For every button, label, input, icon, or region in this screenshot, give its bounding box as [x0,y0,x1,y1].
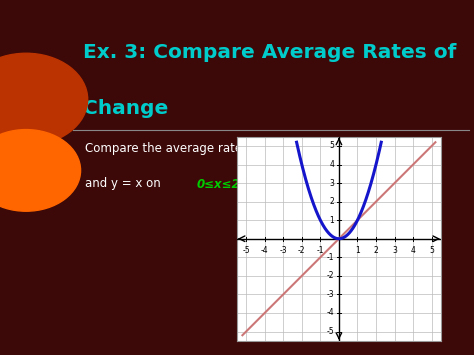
Text: -5: -5 [327,327,334,336]
Text: 4: 4 [410,246,416,255]
Text: -1: -1 [327,253,334,262]
Text: 3: 3 [392,246,397,255]
Text: 3: 3 [329,179,334,187]
Text: 2: 2 [374,246,378,255]
Text: -3: -3 [327,290,334,299]
Text: -4: -4 [327,308,334,317]
Text: -4: -4 [261,246,268,255]
Text: 0≤x≤2.: 0≤x≤2. [197,178,245,191]
Text: 2: 2 [329,197,334,206]
Text: Ex. 3: Compare Average Rates of: Ex. 3: Compare Average Rates of [83,43,456,62]
Text: Compare the average rates of change of y = x²: Compare the average rates of change of y… [85,142,365,155]
Text: -5: -5 [242,246,250,255]
Text: -3: -3 [280,246,287,255]
Text: 1: 1 [329,216,334,225]
Text: -2: -2 [327,271,334,280]
Text: -2: -2 [298,246,306,255]
Text: 1: 1 [355,246,360,255]
Text: 5: 5 [329,141,334,151]
Text: Change: Change [83,99,168,119]
Text: 5: 5 [429,246,434,255]
Text: 4: 4 [329,160,334,169]
Text: -1: -1 [317,246,324,255]
Text: and y = x on: and y = x on [85,178,165,191]
